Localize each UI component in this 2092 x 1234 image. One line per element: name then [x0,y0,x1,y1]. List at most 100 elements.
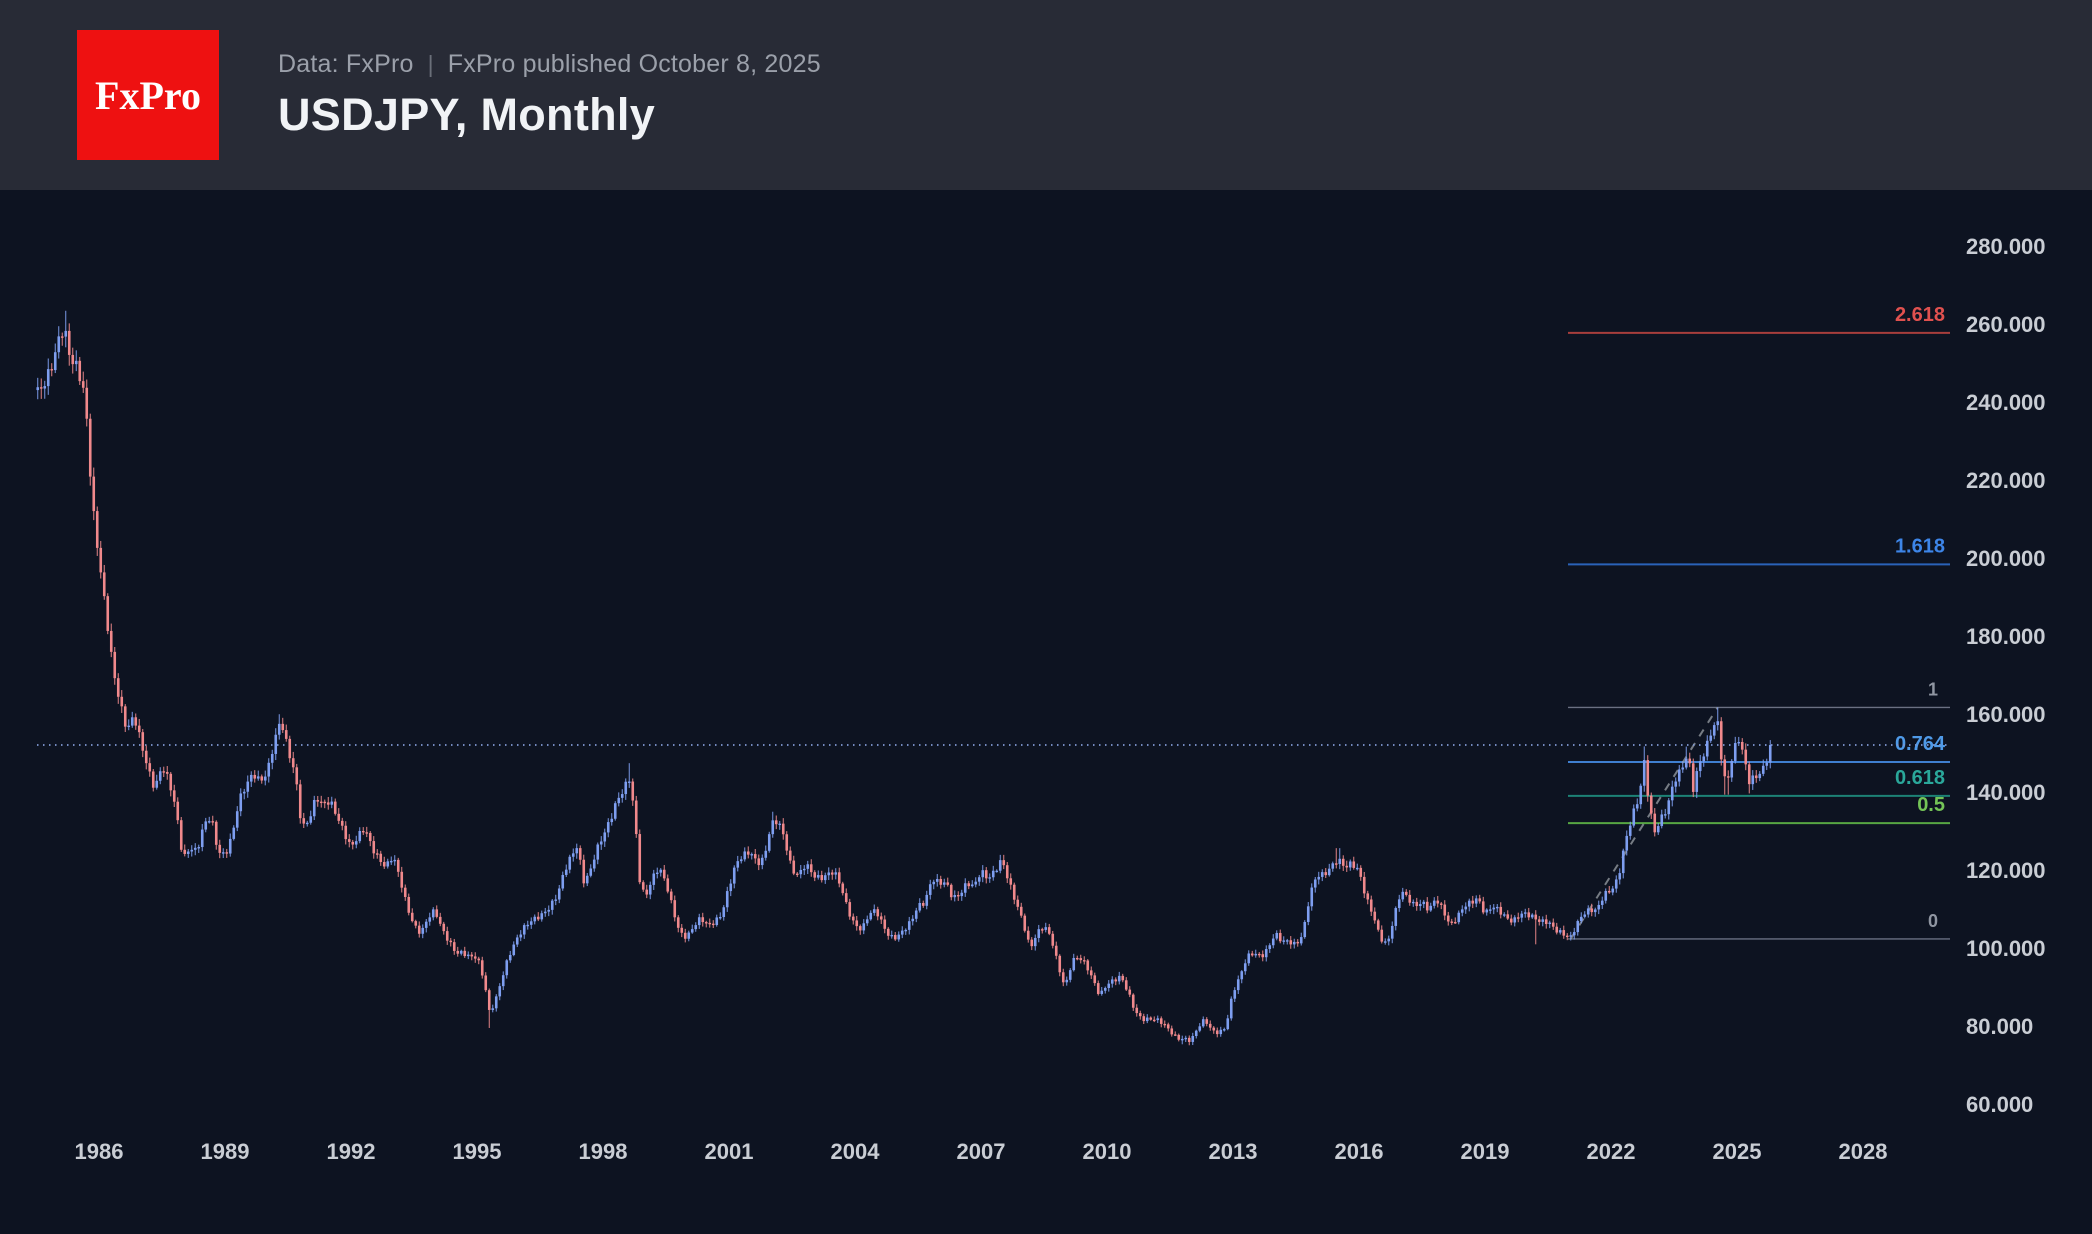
candle-wick-down [1535,910,1537,945]
candle-body-down [60,336,64,338]
candle-body-up [1684,758,1688,768]
candle-body-down [1324,872,1328,876]
candle-body-down [456,950,460,954]
candle-body-down [50,369,54,371]
candle-body-up [1317,876,1321,880]
candle-body-down [1009,878,1013,885]
candle-body-down [162,771,166,773]
candle-body-up [305,822,309,825]
candle-body-up [312,799,316,817]
candle-body-down [281,723,285,731]
candle-body-down [669,891,673,901]
price-label-160.000: 160.000 [1966,702,2046,727]
candle-body-up [267,762,271,777]
candle-body-up [564,869,568,875]
candle-body-down [746,851,750,855]
candle-body-down [1257,953,1261,956]
candle-body-up [74,360,78,365]
candle-body-up [802,868,806,871]
candle-wick-down [947,877,949,887]
candle-wick-up [198,844,200,853]
candle-body-up [508,955,512,961]
candle-body-up [130,717,134,726]
candle-body-down [372,841,376,854]
candle-body-up [596,844,600,860]
candle-body-up [515,937,519,945]
candle-body-up [725,891,729,908]
candle-body-up [193,847,197,850]
candle-body-up [974,881,978,885]
candle-body-up [1583,914,1587,917]
candle-body-down [1653,813,1657,833]
candle-body-up [1751,775,1755,785]
candle-body-up [1383,941,1387,943]
candle-body-down [1436,900,1440,904]
candle-body-up [1628,825,1632,836]
candle-wick-up [719,912,721,920]
candle-body-down [1187,1037,1191,1042]
candle-body-down [85,387,89,419]
candle-body-up [904,929,908,932]
fib-label-1: 1 [1928,679,1938,699]
candle-body-up [1681,767,1685,770]
candle-body-down [1040,929,1044,931]
candle-body-down [967,883,971,887]
candle-body-down [323,801,327,804]
candle-body-down [1607,890,1611,893]
candle-body-up [1275,932,1279,939]
candle-body-down [417,925,421,934]
candle-body-up [1411,901,1415,904]
candle-body-up [778,823,782,826]
candle-wick-up [779,820,781,830]
candle-body-up [1625,835,1629,851]
candle-body-down [351,841,355,845]
candle-body-down [1012,884,1016,900]
candle-body-up [389,860,393,863]
candle-body-down [1170,1028,1174,1035]
candle-body-up [603,832,607,842]
candle-body-down [410,912,414,922]
candle-body-down [1478,898,1482,902]
candle-body-up [1271,938,1275,946]
candle-body-up [158,771,162,781]
candle-body-down [172,790,176,802]
candle-body-up [1264,949,1268,958]
candle-body-up [1180,1038,1184,1041]
candle-body-down [774,820,778,825]
candle-body-down [1646,760,1650,796]
candle-body-down [753,854,757,859]
candle-body-up [963,883,967,893]
candle-body-up [1219,1029,1223,1035]
candle-wick-up [971,880,973,888]
candle-body-down [183,849,187,854]
candle-body-up [1103,987,1107,991]
price-label-200.000: 200.000 [1966,546,2046,571]
candle-body-up [1488,909,1492,911]
candle-body-down [1124,980,1128,990]
candle-body-down [1047,927,1051,934]
candle-body-down [1026,930,1030,940]
year-label-2001: 2001 [705,1139,754,1164]
candle-body-down [886,928,890,936]
candle-wick-up [817,870,819,880]
candle-body-down [253,774,257,779]
candle-body-up [1485,909,1489,913]
candle-body-up [197,847,201,849]
candle-body-up [1422,901,1426,905]
candle-body-up [648,884,652,895]
candle-body-up [613,803,617,819]
candle-body-up [1390,925,1394,939]
year-label-2007: 2007 [957,1139,1006,1164]
candle-body-up [1240,971,1244,980]
candle-body-down [893,934,897,940]
candle-body-down [1002,860,1006,866]
candle-body-down [1296,941,1300,944]
candle-body-up [491,1008,495,1010]
year-label-1992: 1992 [327,1139,376,1164]
candle-body-up [1299,937,1303,944]
candle-body-down [396,859,400,872]
candle-body-down [820,875,824,881]
candle-body-up [1467,900,1471,907]
candle-body-down [1142,1016,1146,1022]
candle-body-up [554,899,558,901]
